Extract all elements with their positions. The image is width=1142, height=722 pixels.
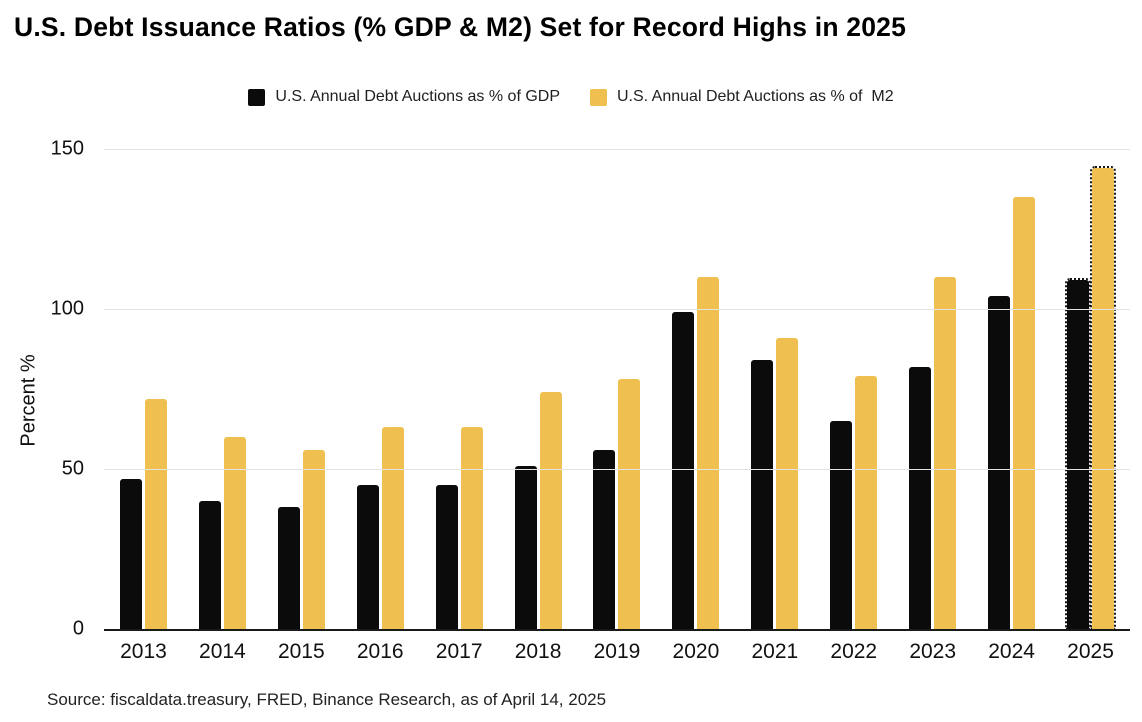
y-tick-0: 0 xyxy=(72,617,84,640)
bar-group-2020 xyxy=(672,149,720,629)
bar-m2-2013 xyxy=(144,398,167,629)
bar-m2-2020 xyxy=(697,277,720,629)
bar-gdp-2019 xyxy=(593,449,616,629)
x-label-2014: 2014 xyxy=(199,640,246,663)
bar-m2-2023 xyxy=(934,277,957,629)
bar-group-2025 xyxy=(1065,149,1117,631)
bar-group-2022 xyxy=(830,149,878,629)
bar-m2-2021 xyxy=(776,337,799,629)
bar-gdp-2018 xyxy=(514,465,537,629)
x-label-2024: 2024 xyxy=(988,640,1035,663)
bar-group-2024 xyxy=(988,149,1036,629)
bar-group-2023 xyxy=(909,149,957,629)
x-label-2023: 2023 xyxy=(909,640,957,663)
bar-m2-2019 xyxy=(618,379,641,629)
y-tick-100: 100 xyxy=(50,297,84,320)
chart-title: U.S. Debt Issuance Ratios (% GDP & M2) S… xyxy=(14,12,907,42)
x-label-2020: 2020 xyxy=(672,640,720,663)
gridline-150 xyxy=(104,149,1130,150)
x-label-2013: 2013 xyxy=(120,640,167,663)
gridline-100 xyxy=(104,308,1130,310)
bar-gdp-2013 xyxy=(119,478,142,629)
bar-m2-2017 xyxy=(460,427,483,629)
bar-group-2021 xyxy=(751,149,799,629)
x-axis-labels: 2013 2014 2015 2016 2017 2018 2019 2020 2021 2022… xyxy=(104,640,1130,664)
bar-gdp-2014 xyxy=(198,501,221,629)
bar-group-2014 xyxy=(198,149,246,629)
bar-m2-2022 xyxy=(855,376,878,629)
legend-item-gdp: U.S. Annual Debt Auctions as % of GDP xyxy=(248,88,560,106)
m2-swatch-icon xyxy=(590,88,607,106)
x-label-2022: 2022 xyxy=(830,640,878,663)
y-tick-50: 50 xyxy=(61,457,84,480)
y-axis-ticks: 0 50 100 150 xyxy=(0,138,94,640)
bar-group-2018 xyxy=(514,149,562,629)
x-label-2017: 2017 xyxy=(435,640,483,663)
bar-group-2019 xyxy=(593,149,641,629)
plot-area xyxy=(104,149,1130,631)
legend: U.S. Annual Debt Auctions as % of GDP U.… xyxy=(0,88,1142,106)
bar-gdp-2017 xyxy=(435,485,458,629)
bar-gdp-2022 xyxy=(830,421,853,629)
bar-m2-2014 xyxy=(223,437,246,629)
x-label-2015: 2015 xyxy=(277,640,325,663)
x-label-2025: 2025 xyxy=(1067,640,1114,663)
x-label-2018: 2018 xyxy=(514,640,562,663)
bar-group-2013 xyxy=(119,149,167,629)
bar-m2-2025 xyxy=(1090,166,1117,631)
bar-group-2016 xyxy=(356,149,404,629)
bar-group-2015 xyxy=(277,149,325,629)
bar-series-container xyxy=(104,149,1130,631)
bar-gdp-2021 xyxy=(751,360,774,629)
gridline-50 xyxy=(104,468,1130,470)
gdp-swatch-icon xyxy=(248,88,266,106)
legend-item-m2: U.S. Annual Debt Auctions as % of M2 xyxy=(590,88,894,106)
bar-gdp-2020 xyxy=(672,312,695,629)
source-note: Source: fiscaldata.treasury, FRED, Binan… xyxy=(47,690,607,709)
x-label-2016: 2016 xyxy=(356,640,404,663)
x-label-2021: 2021 xyxy=(751,640,799,663)
x-label-2019: 2019 xyxy=(593,640,641,663)
bar-gdp-2015 xyxy=(277,507,300,629)
bar-group-2017 xyxy=(435,149,483,629)
bar-gdp-2025 xyxy=(1065,278,1092,631)
legend-label-gdp: U.S. Annual Debt Auctions as % of GDP xyxy=(275,88,560,105)
bar-gdp-2016 xyxy=(356,485,379,629)
bar-m2-2018 xyxy=(539,392,562,629)
bar-m2-2015 xyxy=(302,449,325,629)
legend-label-m2: U.S. Annual Debt Auctions as % of M2 xyxy=(617,88,894,105)
bar-gdp-2023 xyxy=(909,366,932,629)
bar-m2-2024 xyxy=(1013,197,1036,629)
bar-gdp-2024 xyxy=(988,296,1011,629)
y-tick-150: 150 xyxy=(50,137,84,160)
bar-m2-2016 xyxy=(381,427,404,629)
